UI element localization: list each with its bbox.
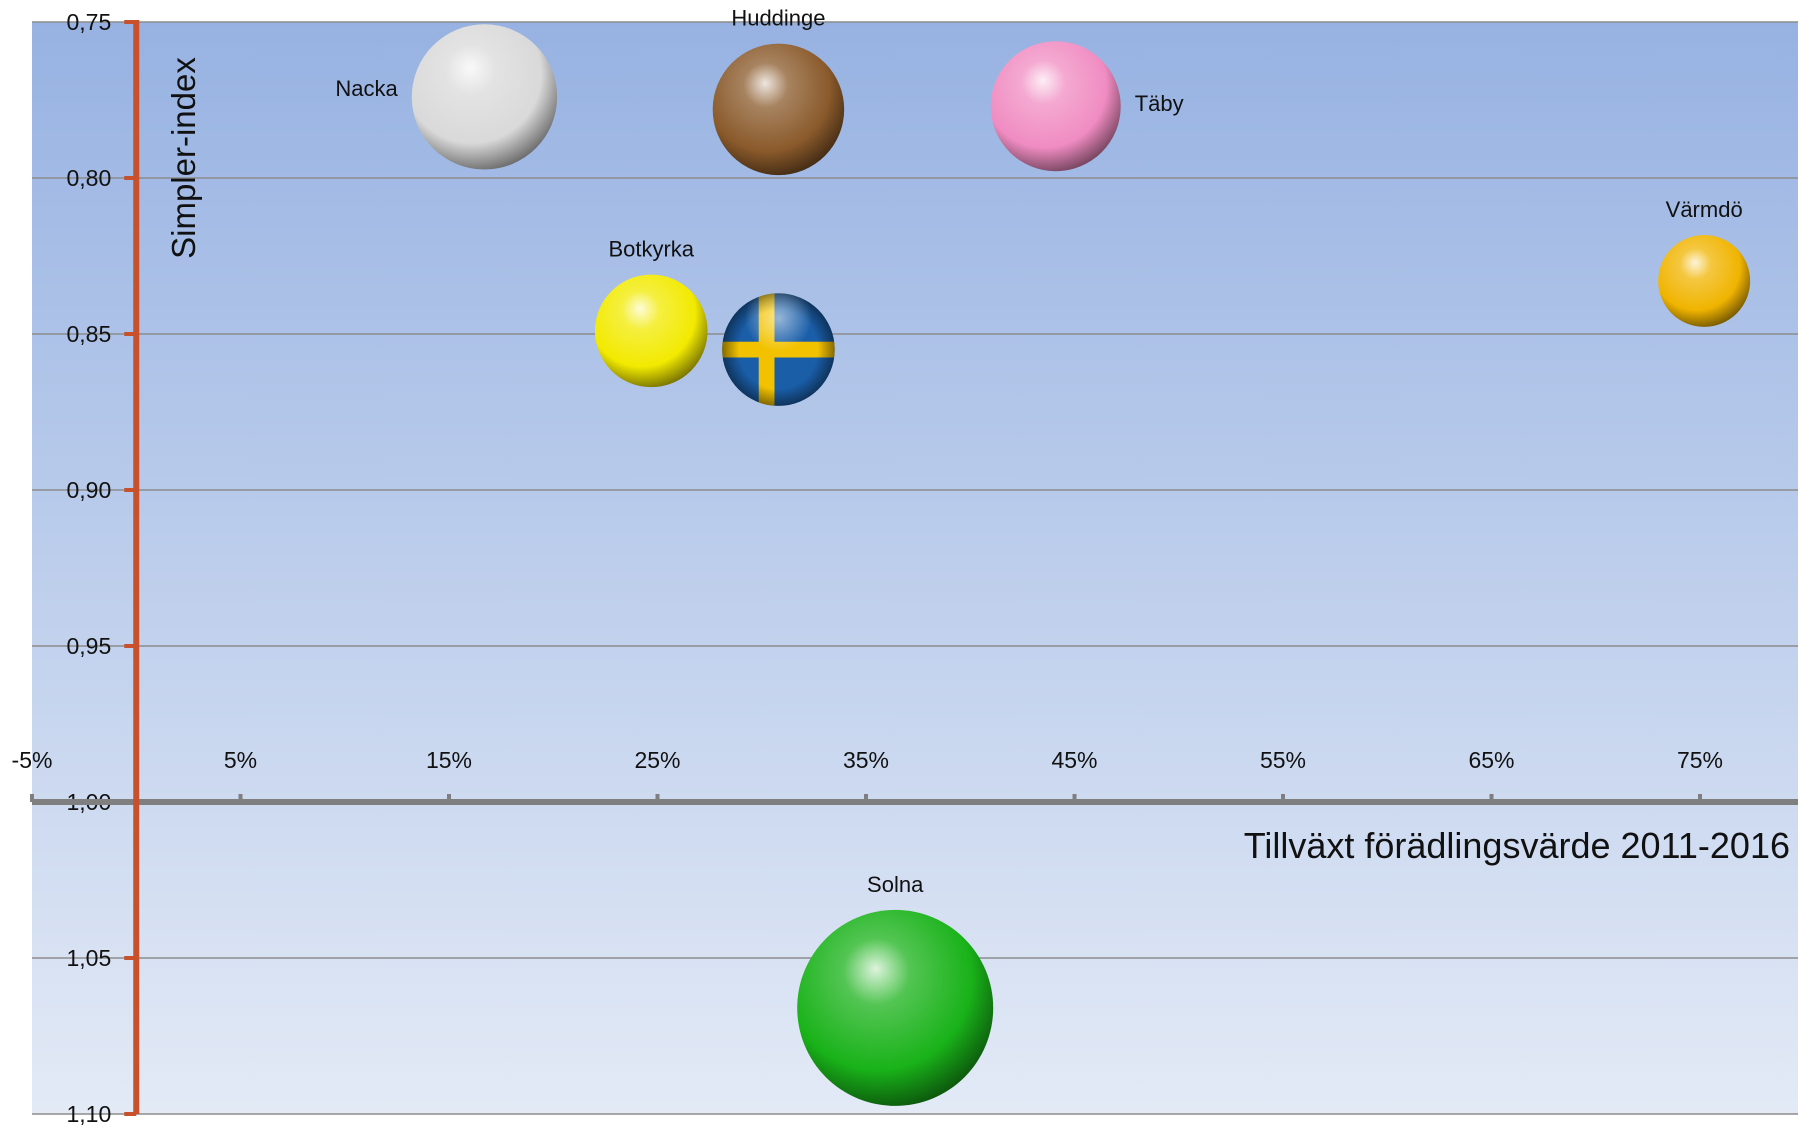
bubbles [411, 24, 1751, 1106]
y-tick-label: 1,10 [66, 1101, 111, 1127]
y-tick-label: 0,80 [66, 165, 111, 191]
bubble-label-botkyrka: Botkyrka [608, 237, 694, 262]
x-tick-label: 35% [843, 747, 889, 773]
x-tick-label: 65% [1468, 747, 1514, 773]
x-tick-label: 25% [634, 747, 680, 773]
x-axis-title: Tillväxt förädlingsvärde 2011-2016 [1244, 825, 1790, 866]
bubble-botkyrka [594, 274, 708, 388]
bubble-värmdö [1658, 234, 1751, 327]
bubble-label-nacka: Nacka [335, 76, 398, 101]
x-tick-label: 45% [1051, 747, 1097, 773]
y-tick-label: 0,75 [66, 9, 111, 35]
bubble-täby [990, 41, 1121, 172]
bubble-nacka [411, 24, 558, 170]
bubble-label-huddinge: Huddinge [731, 6, 825, 31]
x-tick-label: 55% [1260, 747, 1306, 773]
x-tick-label: 75% [1677, 747, 1723, 773]
x-tick-label: -5% [12, 747, 53, 773]
bubble-label-värmdö: Värmdö [1666, 197, 1743, 222]
y-axis-title: Simpler-index [165, 57, 202, 259]
y-tick-label: 0,90 [66, 477, 111, 503]
bubble-huddinge [712, 43, 845, 176]
bubble-sweden-flag [722, 293, 835, 406]
bubble-solna [797, 909, 994, 1106]
bubble-label-täby: Täby [1135, 91, 1184, 116]
y-tick-label: 1,05 [66, 945, 111, 971]
y-tick-label: 0,95 [66, 633, 111, 659]
x-axis-ticks: -5% 5% 15% 25% 35% 45% 55% 65% 75% [12, 747, 1723, 802]
bubble-label-solna: Solna [867, 872, 924, 897]
y-tick-label: 0,85 [66, 321, 111, 347]
x-tick-label: 15% [426, 747, 472, 773]
x-tick-label: 5% [224, 747, 257, 773]
bubble-labels: Nacka Huddinge Täby Värmdö Botkyrka Solna [335, 6, 1742, 897]
